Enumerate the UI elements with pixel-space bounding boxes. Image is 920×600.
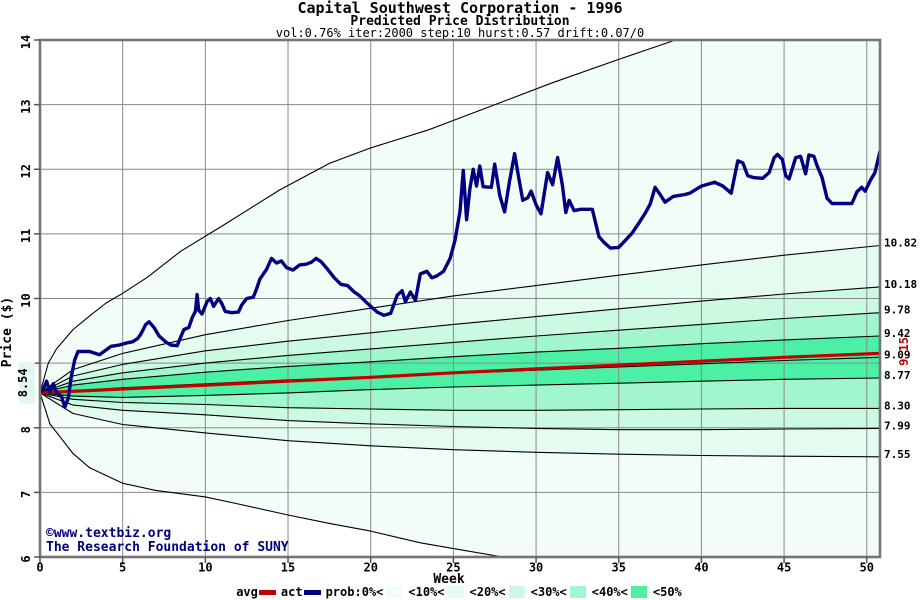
band-10-20-lower: [40, 392, 880, 457]
legend-item-prob-0-: prob:0%<: [326, 585, 407, 599]
boundary-u40: [40, 335, 880, 394]
x-tick-label: 15: [281, 561, 295, 575]
y-tick-label: 8: [19, 426, 33, 433]
boundary-u20: [40, 286, 880, 394]
y-axis-title: Price ($): [0, 297, 15, 367]
y-axis: 67891011121314: [19, 35, 40, 563]
boundary-u10: [40, 244, 880, 394]
boundary-u0: [40, 40, 678, 394]
act-line: [40, 150, 880, 409]
legend-item--40-: <40%<: [592, 585, 651, 599]
y-tick-label: 10: [19, 293, 33, 307]
y-tick-label: 7: [19, 491, 33, 498]
avg-line: [40, 351, 880, 395]
legend-item--50-: <50%: [653, 585, 682, 599]
start-price-highlight: [19, 361, 35, 404]
right-label-u40: 9.42: [884, 327, 911, 340]
right-label-l30: 8.30: [884, 399, 911, 412]
legend-label: avg: [236, 585, 258, 599]
chart-params: vol:0.76% iter:2000 step:10 hurst:0.57 d…: [275, 26, 645, 40]
right-label-med: 9.09: [884, 348, 911, 361]
y-tick-label: 6: [19, 555, 33, 562]
band-30-40-upper: [40, 312, 880, 393]
chart-subtitle: Predicted Price Distribution: [350, 14, 570, 29]
legend-label: <30%<: [530, 585, 567, 599]
legend-swatch: [386, 586, 403, 598]
title-block: Capital Southwest Corporation - 1996 Pre…: [0, 0, 920, 40]
legend-label: <50%: [652, 585, 682, 599]
boundary-l10: [40, 392, 880, 458]
legend-swatch: [569, 586, 586, 598]
legend-item-avg: avg: [236, 585, 279, 599]
x-axis: 0 5 10 15 20 25 30 35 40 45 50: [36, 557, 874, 575]
avg-end-label: 9.15: [897, 337, 911, 366]
chart-title: Capital Southwest Corporation - 1996: [297, 0, 623, 17]
band-10-20-upper: [40, 245, 880, 393]
right-label-l20: 7.99: [884, 419, 911, 432]
boundary-l0: [40, 392, 505, 557]
right-label-u30: 9.78: [884, 304, 911, 317]
x-tick-label: 45: [777, 561, 791, 575]
watermark-line2: The Research Foundation of SUNY: [46, 540, 289, 555]
boundary-l40: [40, 377, 880, 398]
legend-swatch: [447, 586, 464, 598]
band-20-30-lower: [40, 392, 880, 430]
x-axis-title: Week: [433, 572, 465, 587]
band-30-40-lower: [40, 378, 880, 411]
x-tick-label: 40: [694, 561, 708, 575]
y-tick-label: 12: [19, 164, 33, 178]
x-tick-label: 50: [860, 561, 874, 575]
legend: avg act prob:0%< <10%< <20%< <30%< <40%< <50%: [0, 585, 920, 599]
right-label-u20: 10.18: [884, 278, 917, 291]
legend-label: <20%<: [469, 585, 506, 599]
gridlines: [40, 40, 880, 557]
x-tick-label: 30: [529, 561, 543, 575]
x-tick-label: 10: [198, 561, 212, 575]
legend-line-marker: [258, 589, 276, 595]
legend-item--30-: <30%<: [531, 585, 590, 599]
legend-item-act: act: [281, 585, 324, 599]
legend-item--10-: <10%<: [408, 585, 467, 599]
band-0-10-lower: [40, 392, 880, 557]
y-tick-label: 14: [19, 35, 33, 49]
boundary-l30: [40, 392, 880, 411]
legend-line-marker: [303, 589, 321, 595]
boundary-l20: [40, 392, 880, 431]
y-tick-label: 11: [19, 229, 33, 243]
legend-label: act: [280, 585, 303, 599]
legend-swatch: [508, 586, 525, 598]
probability-bands: [40, 40, 880, 557]
watermark-line1: ©www.textbiz.org: [46, 526, 171, 541]
right-label-l40: 8.77: [884, 369, 911, 382]
start-price-label: 8.54: [16, 368, 30, 397]
right-label-u10: 10.82: [884, 237, 917, 250]
legend-item--20-: <20%<: [470, 585, 529, 599]
x-tick-label: 25: [446, 561, 460, 575]
legend-label: prob:0%<: [325, 585, 384, 599]
band-20-30-upper: [40, 286, 880, 393]
legend-label: <40%<: [591, 585, 628, 599]
legend-swatch: [630, 586, 647, 598]
x-tick-label: 20: [363, 561, 377, 575]
boundary-curves: [40, 40, 880, 557]
legend-label: <10%<: [408, 585, 445, 599]
right-label-l10: 7.55: [884, 448, 911, 461]
y-tick-label: 13: [19, 99, 33, 113]
x-tick-label: 0: [36, 561, 43, 575]
right-price-labels: 10.82 10.18 9.78 9.42 9.09 8.77 8.30 7.99 7.55 9.…: [884, 237, 917, 461]
x-tick-label: 35: [612, 561, 626, 575]
boundary-u30: [40, 312, 880, 394]
x-tick-label: 5: [119, 561, 126, 575]
